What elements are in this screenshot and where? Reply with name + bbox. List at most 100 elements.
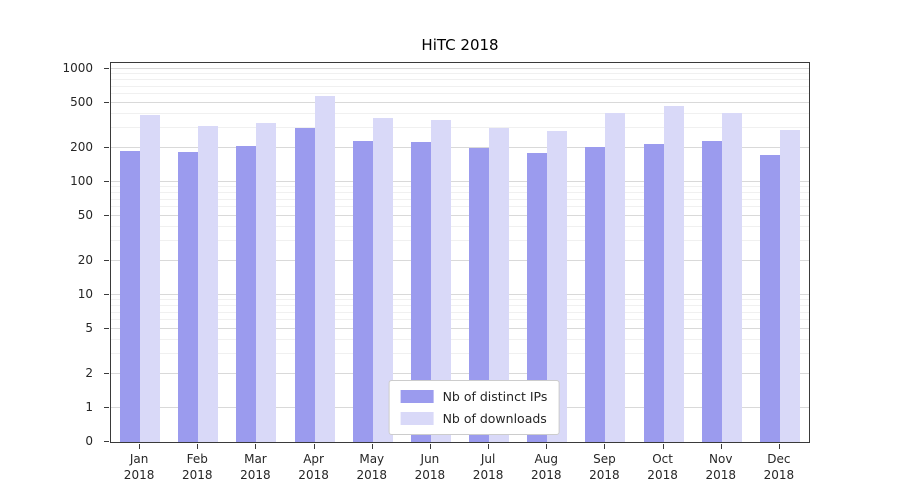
y-tick-label: 100 <box>70 174 93 188</box>
gridline-major <box>111 215 809 217</box>
bar-downloads <box>489 128 510 442</box>
bar-distinct-ips <box>120 150 141 442</box>
legend-swatch-downloads <box>400 412 434 425</box>
x-tick-mark <box>720 444 722 449</box>
x-tick-mark <box>197 444 199 449</box>
y-tick-label: 1 <box>85 400 93 414</box>
bar-downloads <box>256 123 277 442</box>
bar-distinct-ips <box>469 147 490 442</box>
bar-downloads <box>663 106 684 442</box>
gridline-minor <box>111 304 809 306</box>
x-tick-label: Mar 2018 <box>240 452 271 482</box>
gridline-minor <box>111 93 809 95</box>
x-tick-label: May 2018 <box>356 452 388 482</box>
gridline-major <box>111 181 809 182</box>
gridline-major <box>111 259 809 261</box>
y-tick-mark <box>104 181 109 182</box>
legend-swatch-distinct-ips <box>400 390 434 403</box>
x-tick-label: Dec 2018 <box>763 452 795 482</box>
y-tick-mark <box>104 407 109 408</box>
y-tick-mark <box>104 259 109 261</box>
gridline-major <box>111 328 809 330</box>
y-tick-label: 10 <box>77 287 93 301</box>
bar-distinct-ips <box>410 142 431 442</box>
bar-distinct-ips <box>643 144 664 442</box>
gridline-minor <box>111 112 809 114</box>
gridline-major <box>111 372 809 374</box>
gridline-minor <box>111 191 809 193</box>
bar-distinct-ips <box>585 146 606 442</box>
x-tick-mark <box>778 444 780 449</box>
y-tick-label: 20 <box>77 252 93 267</box>
y-tick-mark <box>104 372 109 374</box>
legend: Nb of distinct IPs Nb of downloads <box>388 380 560 435</box>
chart-title: HiTC 2018 <box>421 36 499 54</box>
x-tick-mark <box>255 444 257 449</box>
y-tick-mark <box>104 441 109 442</box>
bar-downloads <box>140 115 161 442</box>
plot-area: Nb of distinct IPs Nb of downloads <box>110 62 810 443</box>
gridline-minor <box>111 299 809 301</box>
gridline-minor <box>111 225 809 227</box>
y-tick-label: 0 <box>85 434 93 448</box>
y-tick-mark <box>104 294 109 295</box>
bar-downloads <box>779 129 800 442</box>
gridline-minor <box>111 319 809 321</box>
x-tick-label: Jan 2018 <box>123 452 155 482</box>
gridline-minor <box>111 353 809 355</box>
bar-distinct-ips <box>178 151 199 442</box>
x-tick-mark <box>371 444 373 449</box>
x-tick-mark <box>546 444 548 449</box>
legend-item-downloads: Nb of downloads <box>400 411 548 426</box>
bar-distinct-ips <box>759 154 780 442</box>
x-tick-label: Aug 2018 <box>530 452 562 482</box>
bars <box>111 63 809 442</box>
x-tick-mark <box>604 444 606 449</box>
gridline-minor <box>111 206 809 208</box>
gridline-minor <box>111 240 809 242</box>
gridline-major <box>111 294 809 295</box>
x-tick-label: Jul 2018 <box>472 452 504 482</box>
y-tick-label: 500 <box>70 95 93 110</box>
bar-distinct-ips <box>352 141 373 442</box>
x-tick-label: Jun 2018 <box>414 452 446 482</box>
x-axis: Jan 2018 Feb 2018 Mar 2018 Apr 2018 May 2018… <box>110 443 810 493</box>
x-tick-mark <box>313 444 315 449</box>
legend-item-distinct-ips: Nb of distinct IPs <box>400 389 548 404</box>
gridline-minor <box>111 127 809 129</box>
bar-distinct-ips <box>294 128 315 442</box>
y-tick-mark <box>104 68 109 69</box>
legend-label-downloads: Nb of downloads <box>442 411 547 426</box>
bar-downloads <box>721 112 742 442</box>
x-tick-mark <box>488 444 490 449</box>
bar-distinct-ips <box>236 145 257 442</box>
bar-downloads <box>547 130 568 442</box>
bar-downloads <box>198 126 219 442</box>
bar-distinct-ips <box>701 141 722 442</box>
y-tick-mark <box>104 328 109 330</box>
legend-label-distinct-ips: Nb of distinct IPs <box>442 389 548 404</box>
x-tick-label: Feb 2018 <box>181 452 213 482</box>
gridline-minor <box>111 338 809 340</box>
y-tick-mark <box>104 215 109 217</box>
gridline-minor <box>111 198 809 200</box>
y-tick-mark <box>104 102 109 104</box>
bar-distinct-ips <box>527 153 548 442</box>
y-axis: 0 1 2 5 10 20 50 100 200 500 1000 <box>0 61 110 448</box>
x-tick-label: Nov 2018 <box>705 452 737 482</box>
bar-downloads <box>314 95 335 442</box>
gridline-minor <box>111 78 809 80</box>
gridline-major <box>111 68 809 69</box>
gridline-major <box>111 146 809 148</box>
gridline-minor <box>111 85 809 87</box>
x-tick-mark <box>429 444 431 449</box>
y-tick-label: 200 <box>70 139 93 154</box>
x-tick-label: Oct 2018 <box>647 452 678 482</box>
gridline-major <box>111 102 809 104</box>
x-tick-mark <box>662 444 664 449</box>
y-tick-label: 5 <box>85 321 93 336</box>
x-tick-label: Apr 2018 <box>298 452 329 482</box>
y-tick-label: 2 <box>85 365 93 380</box>
gridline-minor <box>111 311 809 313</box>
